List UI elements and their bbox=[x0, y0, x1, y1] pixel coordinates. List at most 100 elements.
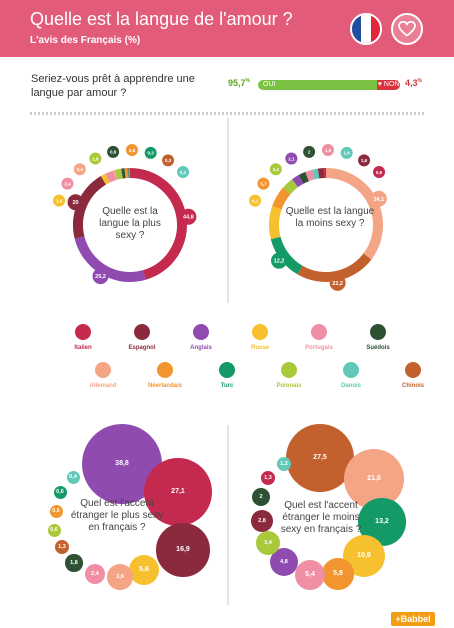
slice-label: 12,2 bbox=[274, 259, 285, 265]
bubble-turc: 0,6 bbox=[53, 485, 67, 499]
slice-label-badge bbox=[370, 190, 387, 207]
slice-label: 9,1 bbox=[252, 198, 259, 203]
bubble-polonais: 3,4 bbox=[256, 531, 280, 555]
slice-label: 5,7 bbox=[260, 181, 267, 186]
bubble-néerlandais: 0,6 bbox=[49, 504, 63, 518]
france-flag-icon bbox=[350, 13, 382, 45]
donut-slice-suédois bbox=[298, 171, 310, 184]
bubble-allemand: 3,9 bbox=[107, 564, 133, 590]
legend-item-italien: Italien bbox=[53, 324, 113, 351]
slice-label: 2,1 bbox=[288, 156, 295, 161]
legend-swatch bbox=[134, 324, 150, 340]
donut-chart-most-sexy: 44,8 25,2 20 1,4 2,4 0,4 1,8 0,9 0,8 0,3 0,3 0,1 bbox=[53, 144, 197, 285]
slice-label-badge bbox=[89, 152, 102, 165]
slice-label: 0,4 bbox=[77, 167, 84, 172]
page-subtitle: L'avis des Français (%) bbox=[30, 35, 141, 46]
slice-label: 3,4 bbox=[273, 167, 280, 172]
bubble-label: 2 bbox=[259, 493, 263, 500]
donut-slice-portugais bbox=[305, 169, 315, 182]
legend-item-russe: Russe bbox=[230, 324, 290, 351]
slice-label-badge bbox=[125, 144, 138, 157]
slice-label-badge bbox=[180, 208, 197, 225]
legend-swatch bbox=[405, 362, 421, 378]
slice-label: 1,4 bbox=[56, 198, 63, 203]
bubble-label: 4,8 bbox=[280, 558, 288, 565]
donut-slice-russe bbox=[100, 173, 110, 185]
column-divider-bottom bbox=[227, 425, 229, 605]
slice-label: 0,3 bbox=[165, 158, 172, 163]
donut2-center-text: Quelle est la langue la moins sexy ? bbox=[285, 206, 375, 229]
bubble-néerlandais: 5,8 bbox=[322, 558, 354, 590]
slice-label: 22,2 bbox=[332, 281, 343, 287]
slice-label-badge bbox=[373, 165, 386, 178]
slice-label-badge bbox=[271, 252, 288, 269]
bubble-italien: 27,1 bbox=[144, 458, 212, 526]
donut-slice-polonais bbox=[114, 168, 123, 180]
legend-label: Italien bbox=[74, 345, 92, 351]
bubble-label: 0,6 bbox=[52, 508, 60, 514]
slice-label: 1,9 bbox=[325, 148, 332, 153]
bubble-chinois: 1,3 bbox=[54, 539, 70, 555]
donut-slice-russe bbox=[269, 205, 282, 240]
slice-label: 0,9 bbox=[110, 150, 117, 155]
bubble-label: 2,8 bbox=[258, 517, 266, 524]
bubble-label: 2,4 bbox=[91, 570, 99, 577]
slice-label: 0,8 bbox=[129, 148, 136, 153]
non-percent: 4,3% bbox=[405, 78, 422, 88]
legend-item-danois: Danois bbox=[321, 362, 381, 389]
legend-swatch bbox=[343, 362, 359, 378]
bubble-espagnol: 16,9 bbox=[156, 523, 210, 577]
bubble-label: 1,8 bbox=[70, 559, 78, 566]
slice-label: 44,8 bbox=[183, 215, 194, 221]
bubble-label: 5,8 bbox=[333, 570, 343, 578]
bubble-danois: 1,2 bbox=[276, 456, 292, 472]
bubble-label: 16,9 bbox=[176, 546, 190, 554]
bubble-label: 21,8 bbox=[367, 475, 381, 483]
legend-label: Néerlandais bbox=[147, 383, 183, 389]
legend-swatch bbox=[95, 362, 111, 378]
slice-label-badge bbox=[107, 145, 120, 158]
bubble-espagnol: 2,8 bbox=[251, 510, 273, 532]
legend-label: Anglais bbox=[190, 345, 212, 351]
legend-item-portugais: Portugais bbox=[289, 324, 349, 351]
donut-slice-portugais bbox=[105, 170, 117, 183]
legend-label: Chinois bbox=[402, 383, 424, 389]
oui-percent: 95,7% bbox=[228, 78, 250, 88]
slice-label: 2,4 bbox=[64, 181, 71, 186]
slice-label: 2 bbox=[308, 150, 311, 155]
legend-label: Polonais bbox=[276, 383, 302, 389]
donut-slice-anglais bbox=[74, 236, 146, 282]
slice-label-badge bbox=[144, 146, 157, 159]
bubble-russe: 5,6 bbox=[128, 554, 160, 586]
bubble-label: 13,2 bbox=[375, 518, 389, 526]
slice-label-badge bbox=[61, 177, 74, 190]
slice-label-badge bbox=[285, 152, 298, 165]
legend-swatch bbox=[370, 324, 386, 340]
legend-item-turc: Turc bbox=[197, 362, 257, 389]
bubble-label: 1,2 bbox=[280, 460, 288, 467]
bubble-label: 38,8 bbox=[115, 460, 129, 468]
slice-label: 20 bbox=[73, 200, 79, 206]
section-divider bbox=[30, 112, 424, 115]
slice-label-badge bbox=[73, 163, 86, 176]
page-title: Quelle est la langue de l'amour ? bbox=[30, 9, 293, 29]
donut-chart-least-sexy: 34,1 22,2 12,2 9,1 5,7 3,4 2,1 2 1,9 1,6 1,6 0,6 bbox=[249, 144, 387, 291]
bubble-label: 3,4 bbox=[264, 539, 272, 546]
bubble-label: 3,9 bbox=[116, 573, 124, 580]
legend-label: Russe bbox=[250, 345, 269, 351]
legend-swatch bbox=[193, 324, 209, 340]
legend-item-espagnol: Espagnol bbox=[112, 324, 172, 351]
donut-slice-chinois bbox=[297, 253, 372, 282]
legend-label: Portugais bbox=[305, 345, 333, 351]
slice-label-badge bbox=[329, 274, 346, 291]
bubble-label: 5,6 bbox=[139, 566, 149, 574]
oui-segment: OUI bbox=[258, 80, 378, 90]
donut-slice-polonais bbox=[282, 179, 299, 195]
slice-label-badge bbox=[340, 146, 353, 159]
legend-label: Turc bbox=[220, 383, 234, 389]
legend-label: Allemand bbox=[89, 383, 117, 389]
legend-swatch bbox=[281, 362, 297, 378]
legend-item-allemand: Allemand bbox=[73, 362, 133, 389]
poll-question: Seriez-vous prêt à apprendre une langue … bbox=[31, 73, 195, 99]
bubble-label: 0,6 bbox=[56, 489, 64, 495]
